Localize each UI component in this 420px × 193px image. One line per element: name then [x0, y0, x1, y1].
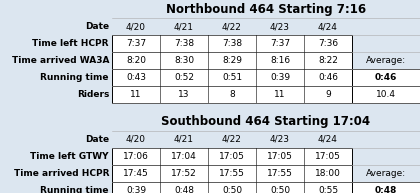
- Bar: [112, 35, 352, 52]
- Text: 17:55: 17:55: [219, 169, 245, 178]
- Text: Date: Date: [85, 22, 109, 31]
- Text: 17:06: 17:06: [123, 152, 149, 161]
- Text: 7:37: 7:37: [126, 39, 146, 48]
- Bar: [112, 69, 352, 86]
- Text: 7:37: 7:37: [270, 39, 290, 48]
- Text: 17:52: 17:52: [171, 169, 197, 178]
- Text: 4/24: 4/24: [318, 135, 338, 144]
- Text: 4/22: 4/22: [222, 135, 242, 144]
- Text: 18:00: 18:00: [315, 169, 341, 178]
- Text: Time left HCPR: Time left HCPR: [32, 39, 109, 48]
- Text: 8:30: 8:30: [174, 56, 194, 65]
- Text: Southbound 464 Starting 17:04: Southbound 464 Starting 17:04: [161, 115, 370, 129]
- Text: 8:22: 8:22: [318, 56, 338, 65]
- Text: 9: 9: [325, 90, 331, 99]
- Bar: [112, 86, 352, 103]
- Text: 4/20: 4/20: [126, 135, 146, 144]
- Text: 7:38: 7:38: [174, 39, 194, 48]
- Text: 17:05: 17:05: [315, 152, 341, 161]
- Text: 17:55: 17:55: [267, 169, 293, 178]
- Text: 10.4: 10.4: [376, 90, 396, 99]
- Text: Northbound 464 Starting 7:16: Northbound 464 Starting 7:16: [166, 3, 366, 15]
- Text: 17:45: 17:45: [123, 169, 149, 178]
- Text: 4/20: 4/20: [126, 22, 146, 31]
- Text: 8: 8: [229, 90, 235, 99]
- Text: 8:16: 8:16: [270, 56, 290, 65]
- Text: 11: 11: [130, 90, 142, 99]
- Text: Time left GTWY: Time left GTWY: [31, 152, 109, 161]
- Text: 8:20: 8:20: [126, 56, 146, 65]
- Text: 0:51: 0:51: [222, 73, 242, 82]
- Text: 17:05: 17:05: [219, 152, 245, 161]
- Text: Running time: Running time: [40, 186, 109, 193]
- Text: Average:: Average:: [366, 169, 406, 178]
- Text: 4/24: 4/24: [318, 22, 338, 31]
- Text: Average:: Average:: [366, 56, 406, 65]
- Bar: [112, 182, 352, 193]
- Text: Date: Date: [85, 135, 109, 144]
- Bar: [352, 86, 420, 103]
- Text: 4/23: 4/23: [270, 135, 290, 144]
- Text: 17:04: 17:04: [171, 152, 197, 161]
- Text: 0:50: 0:50: [222, 186, 242, 193]
- Text: Riders: Riders: [76, 90, 109, 99]
- Text: 4/21: 4/21: [174, 22, 194, 31]
- Text: 13: 13: [178, 90, 190, 99]
- Text: 0:39: 0:39: [126, 186, 146, 193]
- Text: 0:48: 0:48: [174, 186, 194, 193]
- Text: 0:48: 0:48: [375, 186, 397, 193]
- Text: 7:36: 7:36: [318, 39, 338, 48]
- Text: 0:46: 0:46: [318, 73, 338, 82]
- Text: 11: 11: [274, 90, 286, 99]
- Text: 0:46: 0:46: [375, 73, 397, 82]
- Text: 0:55: 0:55: [318, 186, 338, 193]
- Bar: [112, 52, 352, 69]
- Text: Time arrived HCPR: Time arrived HCPR: [13, 169, 109, 178]
- Text: 4/22: 4/22: [222, 22, 242, 31]
- Text: 0:50: 0:50: [270, 186, 290, 193]
- Text: 0:52: 0:52: [174, 73, 194, 82]
- Text: 4/21: 4/21: [174, 135, 194, 144]
- Text: Running time: Running time: [40, 73, 109, 82]
- Text: 4/23: 4/23: [270, 22, 290, 31]
- Text: Time arrived WA3A: Time arrived WA3A: [11, 56, 109, 65]
- Bar: [352, 69, 420, 86]
- Text: 0:39: 0:39: [270, 73, 290, 82]
- Text: 0:43: 0:43: [126, 73, 146, 82]
- Text: 7:38: 7:38: [222, 39, 242, 48]
- Bar: [112, 165, 352, 182]
- Bar: [352, 182, 420, 193]
- Bar: [112, 148, 352, 165]
- Text: 8:29: 8:29: [222, 56, 242, 65]
- Text: 17:05: 17:05: [267, 152, 293, 161]
